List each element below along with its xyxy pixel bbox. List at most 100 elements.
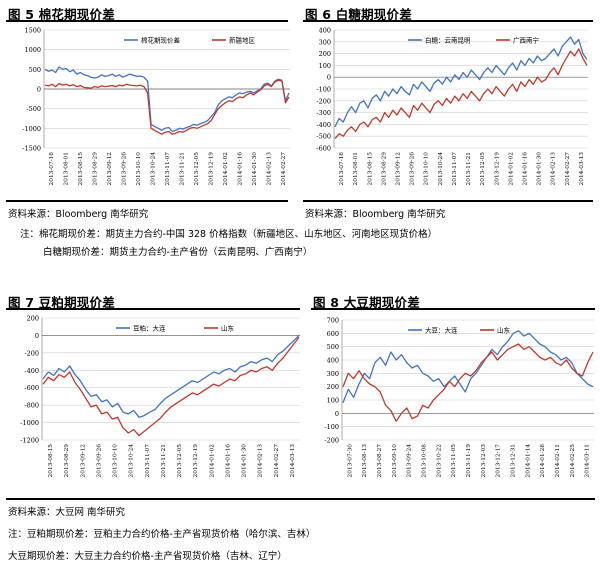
series-line-1	[44, 66, 290, 133]
x-tick-label: 2014-01-02	[209, 444, 215, 478]
x-tick-label: 2013-10-10	[136, 152, 142, 186]
x-tick-label: 2013-07-18	[339, 152, 345, 186]
legend-label: 新疆地区	[229, 36, 256, 45]
y-tick-label: -600	[316, 145, 331, 153]
x-tick-label: 2013-11-21	[179, 152, 185, 185]
x-tick-label: 2013-08-01	[353, 152, 359, 185]
x-tick-label: 2013-12-31	[510, 444, 516, 477]
x-tick-label: 2014-02-25	[570, 444, 576, 478]
x-tick-label: 2013-09-24	[407, 444, 413, 478]
x-tick-label: 2013-11-07	[165, 152, 171, 186]
x-tick-label: 2013-10-24	[129, 444, 135, 478]
x-tick-label: 2014-02-27	[281, 152, 287, 186]
chart-sugar-basis: 400 300 200 100 0 -100 -200 -300 -400 -500 -600 201…	[316, 27, 588, 186]
y-tick-label: 400	[327, 357, 339, 365]
x-tick-label: 2013-12-17	[496, 444, 502, 478]
series-line-2	[342, 343, 594, 422]
chart-soybean-basis: 700 600 500 400 300 200 100 0 -100 -200 2013-07-30…	[324, 317, 594, 478]
figure-7-title: 图 7 豆粕期现价差	[8, 295, 115, 310]
x-tick-label: 2013-10-08	[422, 444, 428, 478]
y-tick-label: 200	[327, 383, 339, 391]
y-tick-label: 600	[327, 330, 339, 338]
y-tick-label: 0	[335, 410, 339, 418]
y-tick-label: 400	[319, 27, 331, 35]
y-tick-label: -1200	[20, 437, 39, 445]
x-tick-label: 2014-01-16	[523, 152, 529, 186]
x-tick-label: 2013-09-12	[80, 444, 86, 478]
y-tick-label: 0	[327, 74, 331, 82]
figure-8-title: 图 8 大豆期现价差	[313, 295, 420, 310]
x-tick-label: 2013-08-15	[78, 152, 84, 186]
x-tick-label: 2013-12-05	[194, 152, 200, 186]
source-rule-3	[6, 498, 595, 500]
x-tick-label: 2014-01-28	[540, 444, 546, 478]
x-tick-label: 2014-02-11	[555, 444, 561, 477]
x-tick-label: 2013-08-29	[381, 152, 387, 186]
figure-5-title: 图 5 棉花期现价差	[8, 7, 115, 22]
x-tick-label: 2013-09-10	[392, 444, 398, 478]
soybean-note: 大豆期现价差：大豆主力合约价格-主产省现货价格（吉林、辽宁）	[8, 551, 287, 562]
legend-label: 广西南宁	[513, 36, 540, 45]
x-tick-label: 2014-02-13	[551, 152, 557, 186]
x-tick-label: 2014-01-16	[237, 152, 243, 186]
figure-6-title: 图 6 白糖期现价差	[305, 7, 412, 22]
legend-label: 豆粕：大连	[133, 324, 166, 333]
x-tick-label: 2013-08-13	[362, 444, 368, 478]
y-tick-label: 500	[29, 66, 41, 74]
x-tick-label: 2014-01-30	[537, 152, 543, 186]
y-tick-label: -800	[24, 402, 39, 410]
y-tick-label: 700	[327, 317, 339, 325]
figure-8-rule	[311, 308, 595, 310]
source-rule-2	[303, 200, 593, 202]
x-tick-label: 2014-02-13	[266, 152, 272, 186]
x-tick-label: 2013-11-05	[451, 444, 457, 478]
source-rule-1	[6, 200, 288, 202]
y-tick-label: -300	[316, 109, 331, 117]
chart-soymeal-basis: 200 0 -200 -400 -600 -800 -1000 -1200 2013-08-15…	[20, 315, 300, 478]
x-tick-label: 2013-12-05	[480, 152, 486, 186]
series-line-1	[342, 330, 594, 403]
x-tick-label: 2013-10-24	[438, 152, 444, 186]
x-tick-label: 2013-12-05	[177, 444, 183, 478]
legend-label: 白糖：云南昆明	[425, 36, 471, 45]
x-tick-label: 2013-11-19	[466, 444, 472, 478]
figure-5-rule	[6, 20, 288, 22]
x-tick-label: 2013-10-24	[151, 152, 157, 186]
sugar-note: 白糖期现价差：期货主力合约-主产省份（云南昆明、广西南宁）	[43, 247, 313, 258]
y-tick-label: 1500	[24, 27, 41, 35]
x-tick-label: 2014-03-11	[585, 444, 591, 477]
x-tick-label: 2013-09-12	[107, 152, 113, 186]
x-tick-label: 2013-10-10	[113, 444, 119, 478]
figure-6-rule	[303, 20, 593, 22]
x-tick-label: 2014-01-30	[242, 444, 248, 478]
x-tick-label: 2014-01-16	[225, 444, 231, 478]
x-tick-label: 2013-09-26	[410, 152, 416, 186]
x-tick-label: 2013-11-07	[145, 444, 151, 478]
x-tick-label: 2013-09-12	[396, 152, 402, 186]
y-tick-label: 0	[37, 86, 41, 94]
series-line-2	[42, 336, 300, 437]
x-tick-label: 2014-01-30	[252, 152, 258, 186]
x-tick-label: 2014-02-13	[258, 444, 264, 478]
y-tick-label: -600	[24, 384, 39, 392]
y-tick-label: 200	[27, 315, 39, 323]
y-tick-label: -1000	[22, 125, 41, 133]
x-tick-label: 2013-12-19	[208, 152, 214, 186]
legend-label: 大豆：大连	[425, 326, 458, 335]
source-note-3: 资料来源：大豆网 南华研究	[8, 507, 126, 518]
cotton-note: 注：棉花期现价差：期货主力合约-中国 328 价格指数（新疆地区、山东地区、河南…	[20, 229, 438, 240]
x-tick-label: 2013-07-30	[347, 444, 353, 478]
y-tick-label: -500	[26, 105, 41, 113]
y-tick-label: 100	[319, 62, 331, 70]
x-tick-label: 2014-01-14	[525, 444, 531, 478]
x-tick-label: 2014-02-27	[274, 444, 280, 478]
y-tick-label: -100	[324, 423, 339, 431]
source-note-2: 资料来源：Bloomberg 南华研究	[305, 209, 446, 220]
x-tick-label: 2013-12-19	[494, 152, 500, 186]
x-tick-label: 2013-11-07	[452, 152, 458, 186]
source-note-1: 资料来源：Bloomberg 南华研究	[8, 209, 149, 220]
series-line-1	[334, 36, 588, 128]
figure-7-rule	[6, 308, 300, 310]
x-tick-label: 2013-11-21	[466, 152, 472, 185]
x-tick-label: 2013-12-19	[193, 444, 199, 478]
